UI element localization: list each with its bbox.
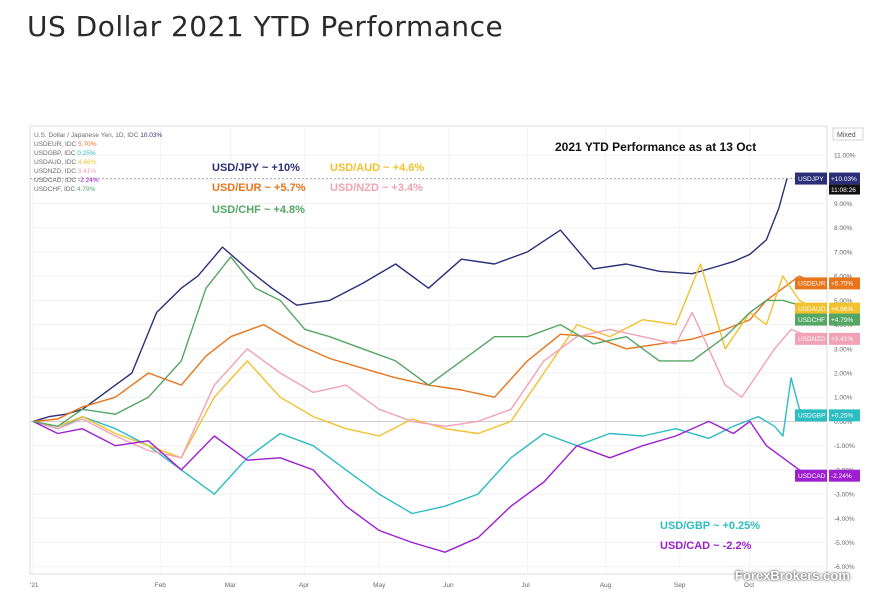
y-tick-label: 5.00%: [834, 298, 853, 305]
series-line-usdcad: [32, 420, 817, 553]
legend-item-value: 0.25%: [77, 150, 96, 157]
end-label-box: [795, 302, 827, 315]
series-line-usdjpy: [32, 178, 788, 423]
chart-title: 2021 YTD Performance as at 13 Oct: [555, 140, 756, 154]
x-tick-label: Feb: [155, 582, 167, 589]
y-tick-label: 9.00%: [834, 201, 853, 208]
x-tick-label: Sep: [674, 582, 686, 589]
annotation-usdnzd: USD/NZD ~ +3.4%: [330, 182, 423, 194]
end-label-name: USDNZD: [798, 336, 825, 343]
annotation-usdaud: USD/AUD ~ +4.6%: [330, 162, 424, 174]
end-label-value: +4.79%: [831, 317, 853, 324]
crosshair-time: 11:08:26: [831, 187, 856, 194]
y-tick-label: 11.00%: [834, 153, 856, 160]
y-tick-label: -6.00%: [834, 564, 855, 571]
annotation-usdgbp: USD/GBP ~ +0.25%: [660, 520, 760, 532]
end-label-usdnzd: USDNZD +3.41%: [795, 332, 860, 345]
x-tick-label: Apr: [299, 582, 310, 589]
y-tick-label: -5.00%: [834, 540, 855, 547]
y-tick-label: -3.00%: [834, 492, 855, 499]
legend-header-value: 10.03%: [140, 132, 162, 139]
legend-item-value: 5.70%: [78, 141, 97, 148]
watermark: ForexBrokers.com: [735, 568, 850, 583]
legend-item-value: -2.24%: [78, 177, 99, 184]
legend-item: USDEUR, IDC 5.70%: [34, 141, 97, 148]
end-label-name: USDGBP: [798, 413, 825, 420]
y-tick-label: -4.00%: [834, 516, 855, 523]
end-label-value: -2.24%: [831, 473, 852, 480]
end-label-value: +10.03%: [831, 176, 857, 183]
annotation-usdcad: USD/CAD ~ -2.2%: [660, 540, 752, 552]
end-label-name: USDJPY: [798, 176, 824, 183]
y-tick-label: 2.00%: [834, 371, 853, 378]
end-label-value-box: [829, 172, 860, 185]
series-line-usdaud: [32, 263, 817, 459]
legend-item: USDGBP, IDC 0.25%: [34, 150, 96, 157]
end-label-value: +3.41%: [831, 336, 853, 343]
end-label-box: [795, 172, 827, 185]
end-label-value-box: [829, 332, 860, 345]
y-tick-label: 6.00%: [834, 274, 853, 281]
legend-item-value: 3.41%: [78, 168, 97, 175]
x-tick-label: Jun: [443, 582, 454, 589]
scale-mode-label[interactable]: Mixed: [837, 132, 856, 139]
series-line-usdgbp: [32, 377, 817, 515]
legend-header: U.S. Dollar / Japanese Yen, 1D, IDC 10.0…: [34, 132, 163, 139]
annotation-usdeur: USD/EUR ~ +5.7%: [212, 182, 306, 194]
end-label-name: USDEUR: [798, 281, 826, 288]
series-line-usdchf: [32, 256, 816, 427]
end-label-value-box: [829, 277, 860, 290]
end-label-value-box: [829, 302, 860, 315]
end-label-value-box: [829, 469, 860, 482]
annotation-usdjpy: USD/JPY ~ +10%: [212, 162, 300, 174]
end-label-name: USDCAD: [798, 473, 826, 480]
end-label-name: USDAUD: [798, 306, 826, 313]
legend-item: USDNZD, IDC 3.41%: [34, 168, 96, 175]
end-label-usdgbp: USDGBP +0.25%: [795, 409, 860, 422]
annotation-usdchf: USD/CHF ~ +4.8%: [212, 204, 305, 216]
legend-item-value: 4.79%: [77, 186, 96, 193]
end-label-box: [795, 469, 827, 482]
x-tick-label: Aug: [600, 582, 612, 589]
x-tick-label: Jul: [521, 582, 530, 589]
x-tick-label: May: [373, 582, 386, 589]
end-label-box: [795, 332, 827, 345]
end-label-usdchf: USDCHF +4.79%: [795, 313, 860, 326]
end-label-box: [795, 409, 827, 422]
end-label-usdjpy: USDJPY +10.03%: [795, 172, 860, 185]
legend-item: USDAUD, IDC 4.66%: [34, 159, 97, 166]
x-tick-label: Mar: [225, 582, 237, 589]
series-line-usdnzd: [32, 311, 817, 459]
end-label-value: +4.66%: [831, 306, 853, 313]
end-label-box: [795, 277, 827, 290]
end-label-name: USDCHF: [798, 317, 825, 324]
x-tick-label: '21: [30, 582, 39, 589]
y-tick-label: 1.00%: [834, 395, 853, 402]
end-label-value: +0.25%: [831, 413, 853, 420]
end-label-usdaud: USDAUD +4.66%: [795, 302, 860, 315]
end-label-value: +5.70%: [831, 281, 853, 288]
plot-background: [29, 125, 828, 575]
crosshair-time-box: [829, 184, 860, 195]
legend-item: USDCHF, IDC 4.79%: [34, 186, 96, 193]
end-label-usdeur: USDEUR +5.70%: [795, 277, 860, 290]
end-label-usdcad: USDCAD -2.24%: [795, 469, 860, 482]
page-title: US Dollar 2021 YTD Performance: [27, 10, 504, 43]
y-tick-label: -1.00%: [834, 443, 855, 450]
end-label-value-box: [829, 313, 860, 326]
legend-item: USDCAD, IDC -2.24%: [34, 177, 99, 184]
legend-item-value: 4.66%: [78, 159, 97, 166]
scale-mode-box[interactable]: [832, 127, 864, 141]
y-tick-label: 7.00%: [834, 249, 853, 256]
y-tick-label: 0.00%: [834, 419, 853, 426]
end-label-value-box: [829, 409, 860, 422]
x-tick-label: Oct: [744, 582, 754, 589]
y-tick-label: 3.00%: [834, 346, 853, 353]
y-tick-label: 8.00%: [834, 225, 853, 232]
end-label-box: [795, 313, 827, 326]
